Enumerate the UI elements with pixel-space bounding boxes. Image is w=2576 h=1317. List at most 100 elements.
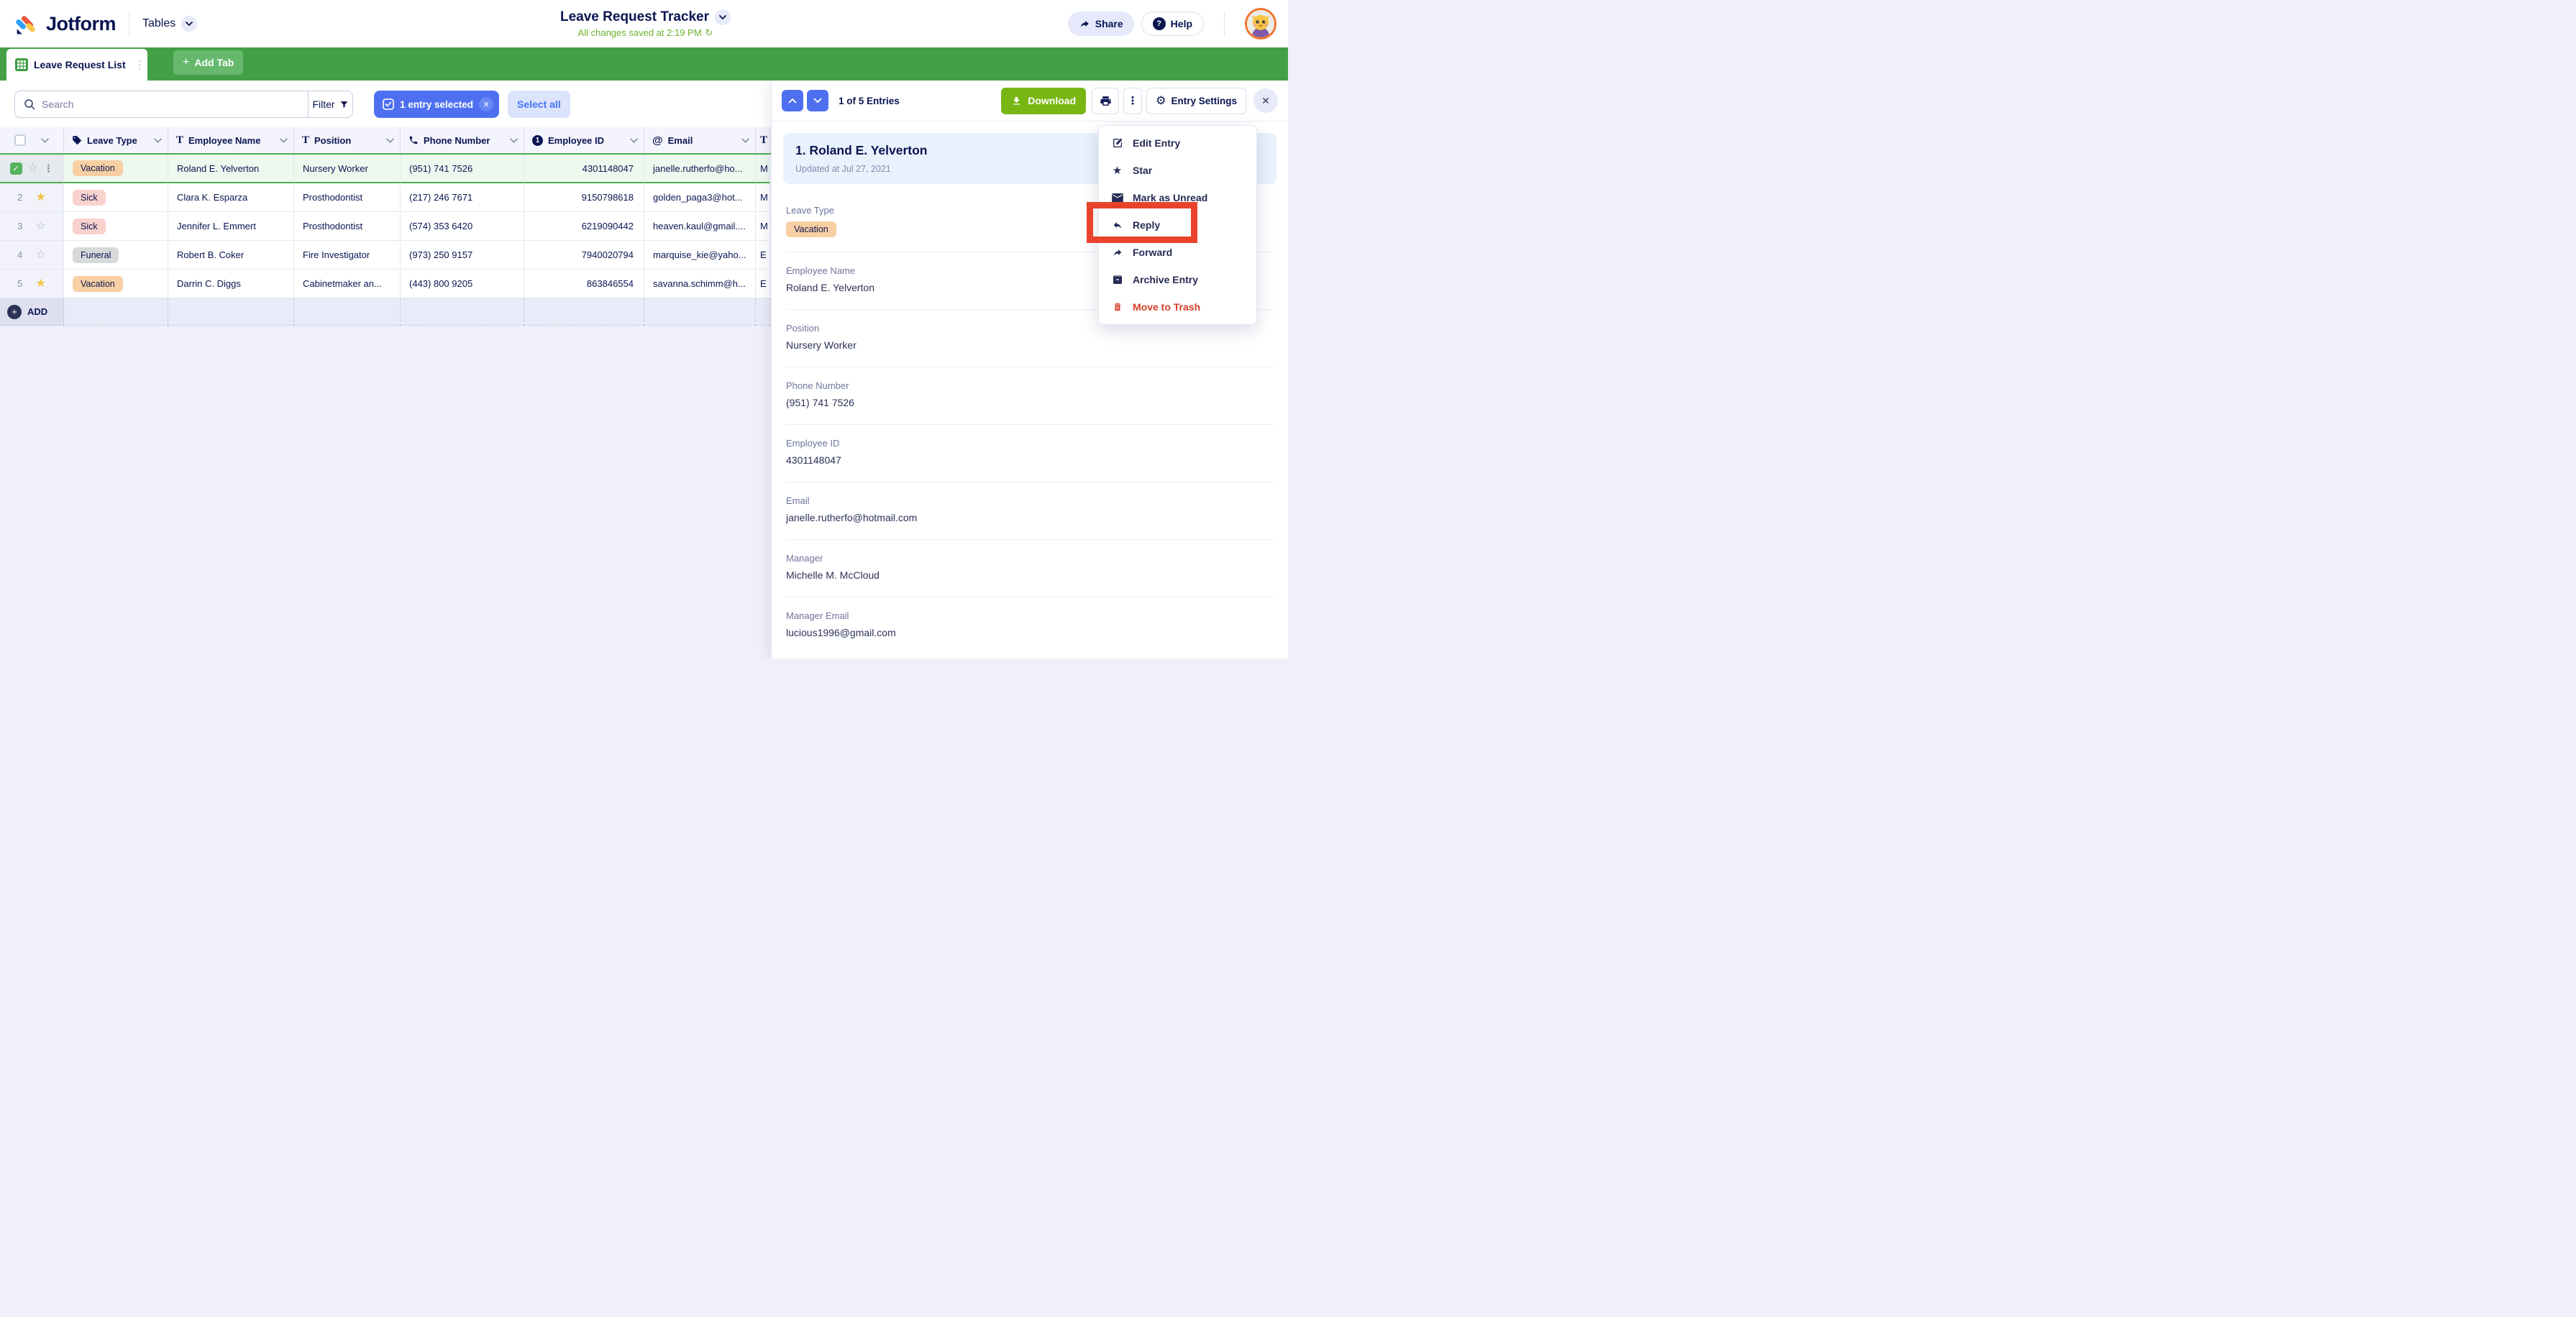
cell-email[interactable]: savanna.schimm@h... [644,270,756,298]
table-row[interactable]: 4 ☆ Funeral Robert B. Coker Fire Investi… [0,241,771,270]
cell-email[interactable]: heaven.kaul@gmail.... [644,212,756,241]
previous-entry-button[interactable] [782,90,803,111]
help-button[interactable]: ? Help [1141,12,1205,36]
close-panel-button[interactable]: ✕ [1253,88,1278,113]
field-value: Roland E. Yelverton [786,282,874,293]
plus-icon: + [183,55,190,68]
select-all-checkbox[interactable] [14,134,27,146]
column-header-leave-type[interactable]: Leave Type [64,127,168,153]
text-type-icon: T [176,134,184,146]
cell-leave-type[interactable]: Vacation [64,155,168,183]
column-header-employee-id[interactable]: 1 Employee ID [524,127,644,153]
menu-item-move-to-trash[interactable]: Move to Trash [1099,293,1256,321]
add-tab-button[interactable]: + Add Tab [173,50,244,75]
menu-item-mark-as-unread[interactable]: Mark as Unread [1099,184,1256,211]
cell-leave-type[interactable]: Sick [64,212,168,241]
title-chevron-down-icon[interactable] [715,9,731,25]
row-controls-cell: 2 ★ [0,183,64,212]
cell-employee-name[interactable]: Jennifer L. Emmert [168,212,294,241]
cell-position[interactable]: Prosthodontist [294,212,401,241]
cell-position[interactable]: Cabinetmaker an... [294,270,401,298]
tab-kebab-icon[interactable]: ⋮ [134,59,145,71]
print-button[interactable] [1092,87,1120,114]
cell-phone[interactable]: (973) 250 9157 [401,241,524,270]
table-row[interactable]: ✓ ☆ ⋮ Vacation Roland E. Yelverton Nurse… [0,155,771,183]
funnel-icon [339,100,349,109]
star-icon[interactable]: ☆ [27,162,38,174]
table-row[interactable]: 5 ★ Vacation Darrin C. Diggs Cabinetmake… [0,270,771,298]
cell-employee-id[interactable]: 6219090442 [524,212,644,241]
cell-position[interactable]: Fire Investigator [294,241,401,270]
cell-leave-type[interactable]: Vacation [64,270,168,298]
search-input[interactable] [42,98,299,110]
row-kebab-icon[interactable]: ⋮ [43,162,54,174]
cell-phone[interactable]: (951) 741 7526 [401,155,524,183]
star-icon[interactable]: ☆ [35,219,46,232]
star-icon[interactable]: ★ [35,277,46,290]
envelope-icon [1111,193,1123,203]
cell-email[interactable]: golden_paga3@hot... [644,183,756,212]
cell-employee-id[interactable]: 7940020794 [524,241,644,270]
cell-phone[interactable]: (217) 246 7671 [401,183,524,212]
select-all-label[interactable]: Select all [517,98,561,110]
entry-more-button[interactable]: ⋮ [1123,87,1143,114]
reply-icon [1111,220,1123,230]
autosave-text: All changes saved at 2:19 PM [577,27,702,38]
cell-phone[interactable]: (443) 800 9205 [401,270,524,298]
add-entry-button[interactable]: + ADD [0,298,64,326]
cell-leave-type[interactable]: Sick [64,183,168,212]
column-header-email[interactable]: @ Email [644,127,756,153]
user-avatar[interactable] [1245,8,1277,40]
cell-employee-name[interactable]: Roland E. Yelverton [168,155,294,183]
menu-item-edit-entry[interactable]: Edit Entry [1099,129,1256,157]
cell-employee-id[interactable]: 863846554 [524,270,644,298]
cell-employee-name[interactable]: Clara K. Esparza [168,183,294,212]
share-button[interactable]: Share [1067,12,1134,36]
add-label: ADD [27,306,48,317]
menu-item-archive-entry[interactable]: Archive Entry [1099,266,1256,293]
star-icon[interactable]: ☆ [35,248,46,261]
cell-phone[interactable]: (574) 353 6420 [401,212,524,241]
menu-item-star[interactable]: ★ Star [1099,157,1256,184]
selection-pill[interactable]: 1 entry selected ✕ [374,91,500,118]
cell-leave-type[interactable]: Funeral [64,241,168,270]
field-label: Leave Type [786,205,834,216]
menu-item-forward[interactable]: Forward [1099,239,1256,266]
cell-employee-name[interactable]: Darrin C. Diggs [168,270,294,298]
cell-employee-id[interactable]: 4301148047 [524,155,644,183]
cell-email[interactable]: marquise_kie@yaho... [644,241,756,270]
next-entry-button[interactable] [807,90,828,111]
field-label: Email [786,495,810,506]
search-box: Filter [14,91,353,118]
chevron-down-icon [40,137,49,143]
row-checkbox-checked[interactable]: ✓ [9,162,22,175]
cell-employee-id[interactable]: 9150798618 [524,183,644,212]
cell-position[interactable]: Nursery Worker [294,155,401,183]
printer-icon [1100,96,1111,106]
column-header-employee-name[interactable]: T Employee Name [168,127,294,153]
jotform-wordmark[interactable]: Jotform [46,12,117,35]
cell-employee-name[interactable]: Robert B. Coker [168,241,294,270]
menu-item-reply[interactable]: Reply [1099,211,1256,239]
column-header-phone-number[interactable]: Phone Number [401,127,524,153]
clear-selection-icon[interactable]: ✕ [479,97,494,111]
table-row[interactable]: 3 ☆ Sick Jennifer L. Emmert Prosthodonti… [0,212,771,241]
gear-icon: ⚙ [1156,95,1166,107]
filter-button[interactable]: Filter [308,91,352,117]
field-value: (951) 741 7526 [786,397,854,408]
cell-email[interactable]: janelle.rutherfo@ho... [644,155,756,183]
star-icon[interactable]: ★ [35,191,46,203]
table-row[interactable]: 2 ★ Sick Clara K. Esparza Prosthodontist… [0,183,771,212]
field-label: Employee ID [786,438,840,449]
column-header-position[interactable]: T Position [294,127,401,153]
top-bar-left: Jotform Tables [0,11,560,37]
tab-leave-request-list[interactable]: Leave Request List ⋮ [6,49,147,81]
entry-settings-button[interactable]: ⚙ Entry Settings [1146,87,1246,114]
cell-position[interactable]: Prosthodontist [294,183,401,212]
jotform-logo-icon[interactable] [14,11,40,37]
leave-type-chip: Sick [73,189,106,206]
entry-context-menu: Edit Entry ★ Star Mark as Unread Reply F… [1098,125,1257,325]
product-switcher[interactable]: Tables [142,16,198,32]
download-button[interactable]: Download [1001,87,1087,114]
edit-icon [1111,137,1123,149]
